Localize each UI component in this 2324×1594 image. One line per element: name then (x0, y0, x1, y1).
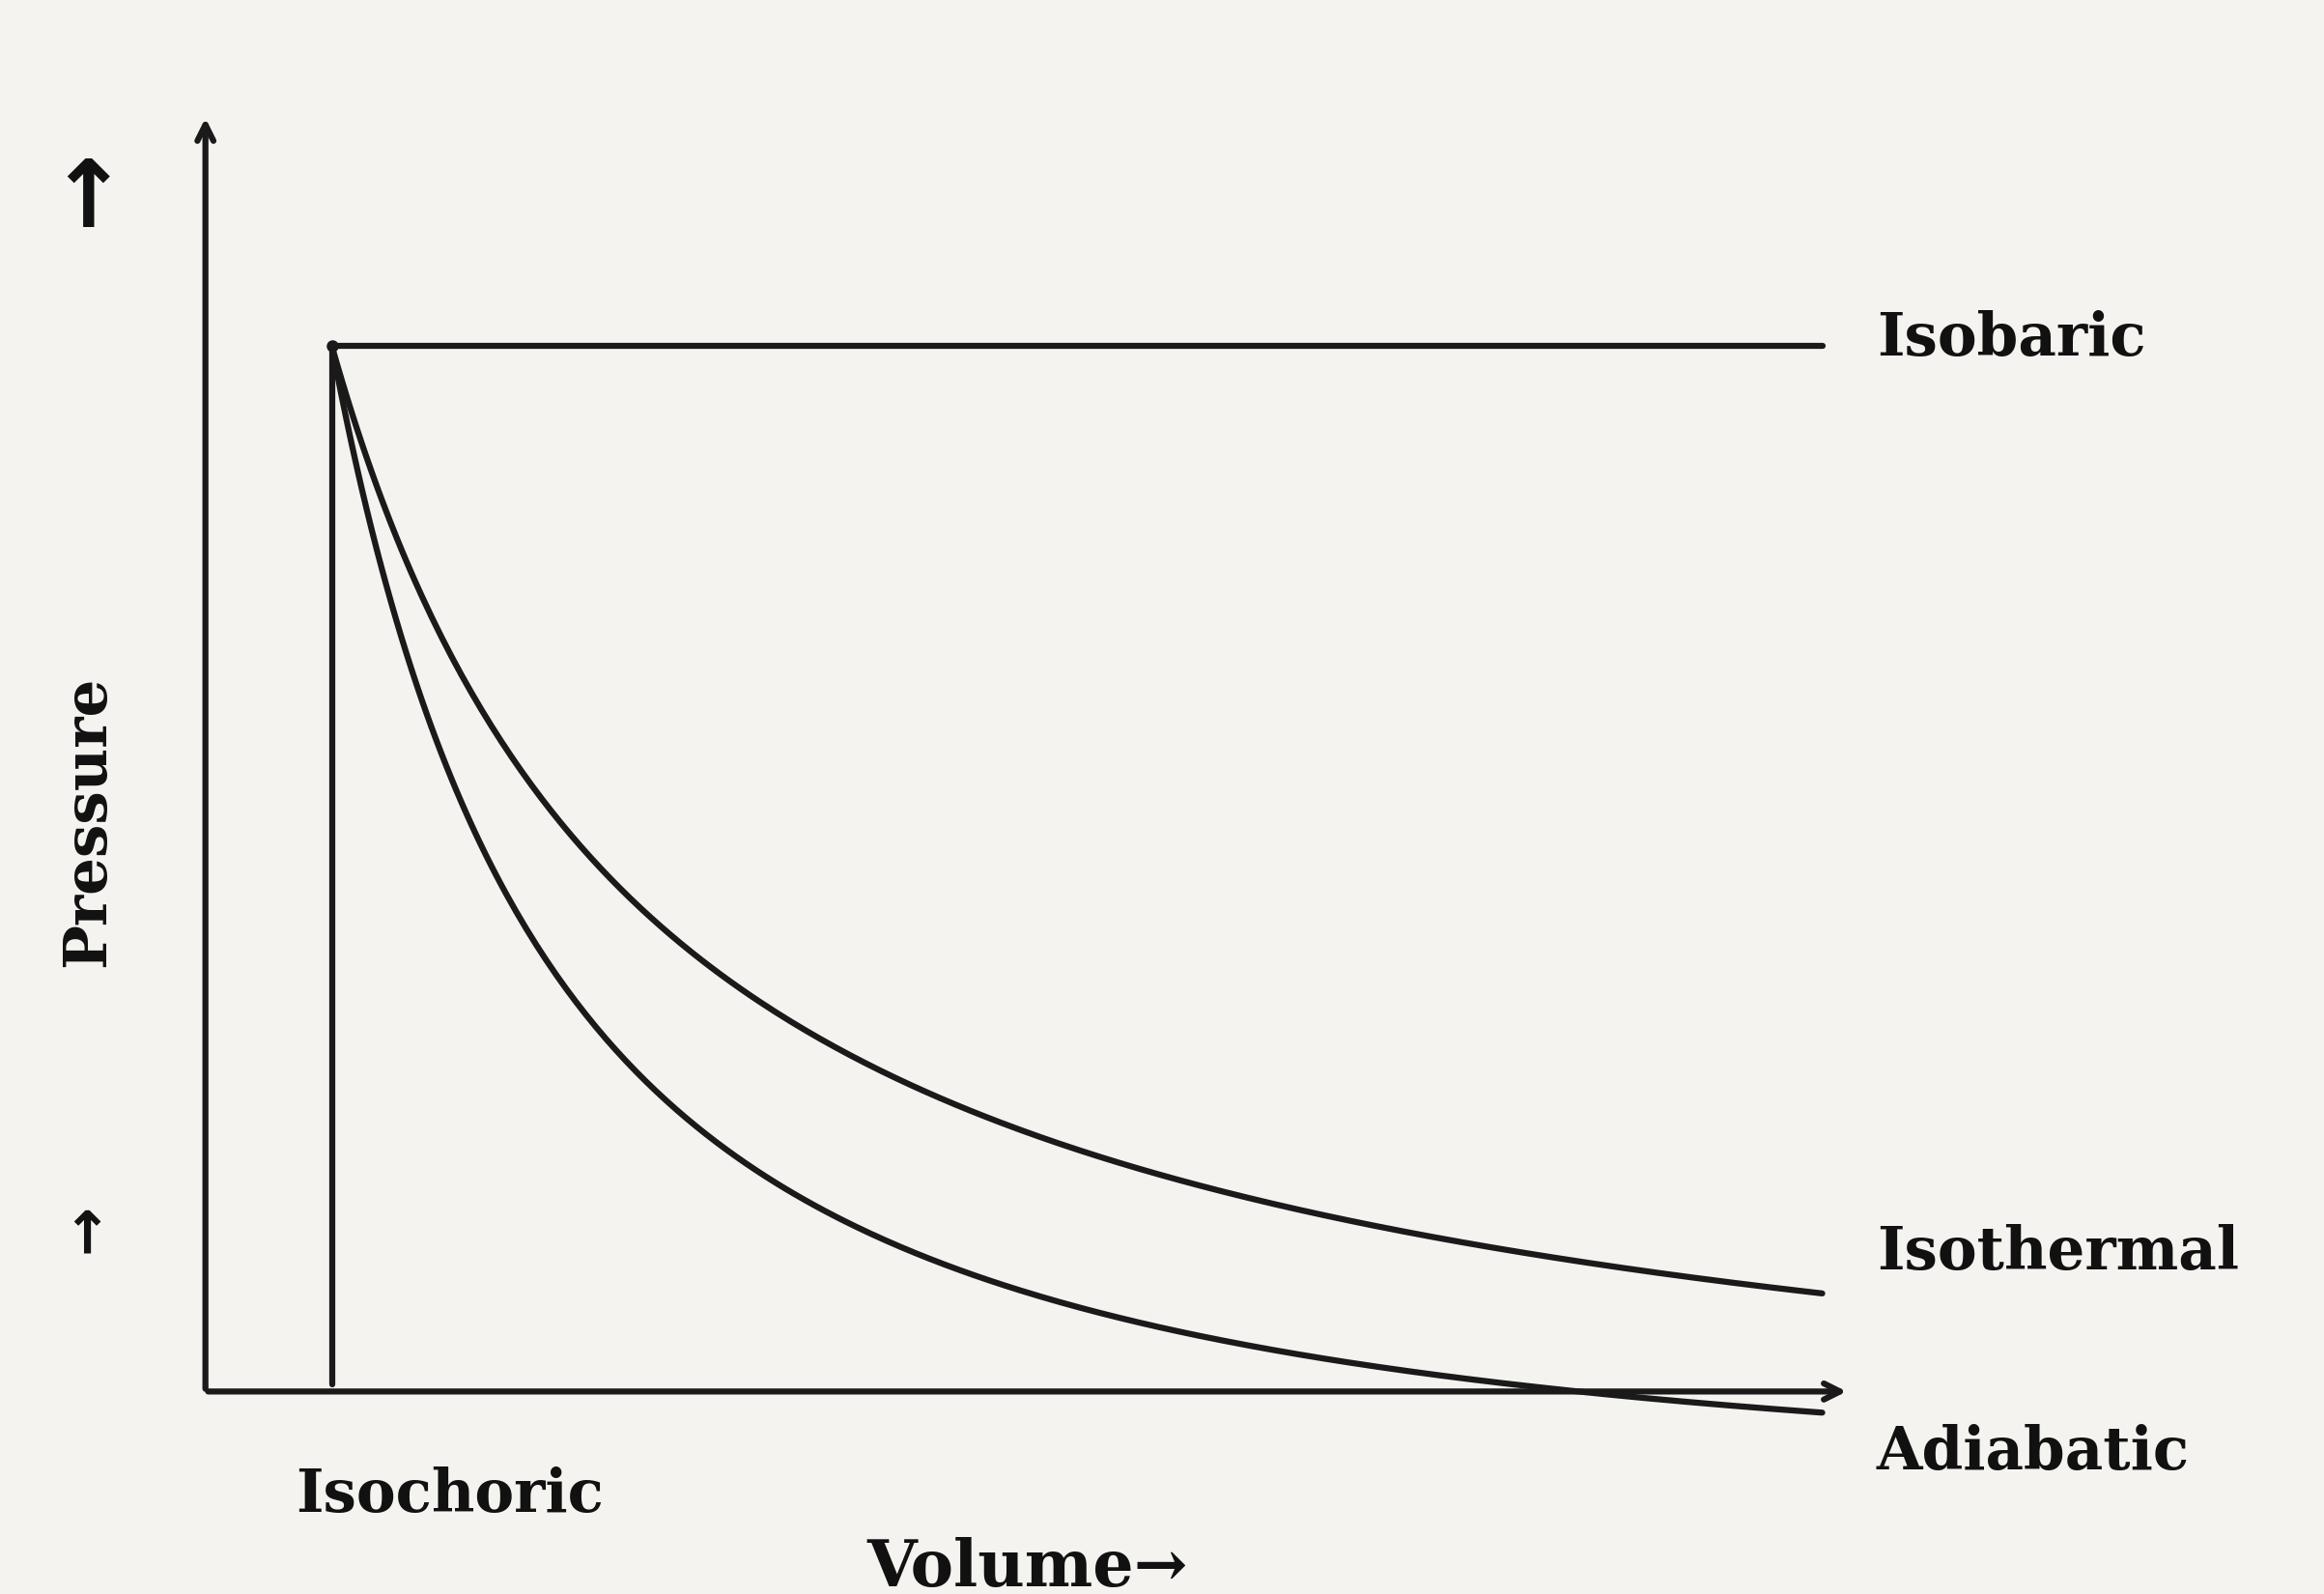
Text: Isobaric: Isobaric (1875, 311, 2145, 368)
Text: Isochoric: Isochoric (295, 1466, 604, 1524)
Text: Pressure: Pressure (58, 676, 116, 968)
Text: Isothermal: Isothermal (1875, 1224, 2238, 1282)
Text: →: → (60, 1203, 116, 1253)
Text: Adiabatic: Adiabatic (1875, 1425, 2189, 1482)
Text: Volume→: Volume→ (867, 1537, 1188, 1594)
Text: ↑: ↑ (49, 156, 128, 245)
